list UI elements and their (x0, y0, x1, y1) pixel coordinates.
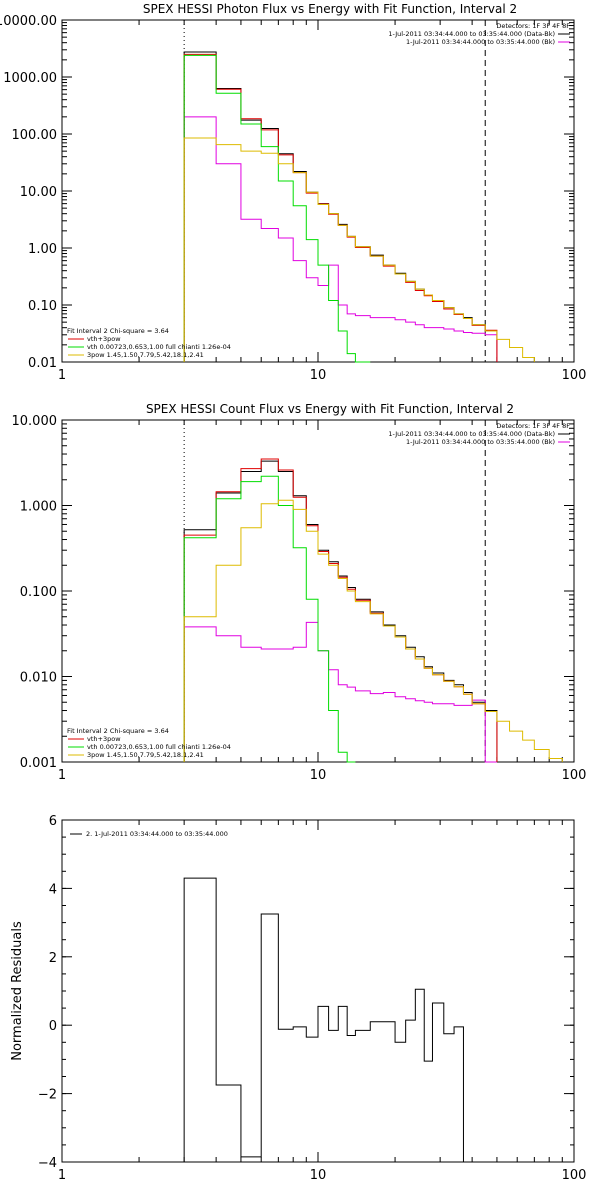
residuals-ylabel: Normalized Residuals (10, 921, 25, 1061)
x-tick-label: 100 (562, 1168, 587, 1183)
x-tick-label: 10 (310, 768, 327, 783)
y-tick-label: 4 (49, 882, 57, 897)
panel-count-flux: SPEX HESSI Count Flux vs Energy with Fit… (12, 402, 587, 783)
series-3pow-step (183, 137, 535, 362)
count-axes: 1 10 100 10.000 1.000 0.100 0.010 0.001 (12, 414, 587, 783)
series-bk-step (183, 621, 497, 763)
y-tick-label: 2 (49, 951, 57, 966)
count-fit-chisq: Fit Interval 2 Chi-square = 3.64 (67, 727, 169, 735)
y-tick-label: 0.10 (28, 299, 57, 314)
count-title: SPEX HESSI Count Flux vs Energy with Fit… (146, 402, 514, 416)
count-header-databk: 1-Jul-2011 03:34:44.000 to 03:35:44.000 … (388, 430, 555, 438)
y-tick-label: 10.000 (12, 414, 58, 429)
series-3pow-step (183, 499, 563, 762)
y-tick-label: 0.010 (20, 671, 57, 686)
series-2-step (183, 877, 464, 1162)
y-tick-label: 1.000 (20, 500, 57, 515)
photon-series (183, 20, 535, 363)
x-tick-label: 1 (58, 768, 66, 783)
y-tick-label: 0.01 (28, 356, 57, 371)
residuals-axes: 1 10 100 6 4 2 0 −2 −4 (38, 814, 587, 1183)
series-data-bk-step (183, 460, 498, 762)
photon-header-bk: 1-Jul-2011 03:34:44.000 to 03:35:44.000 … (406, 38, 555, 46)
photon-header-databk: 1-Jul-2011 03:34:44.000 to 03:35:44.000 … (388, 30, 555, 38)
panel-residuals: 1 10 100 6 4 2 0 −2 −4 Normalized Residuals 2. 1… (10, 814, 586, 1183)
y-tick-label: 0.001 (20, 756, 57, 771)
residuals-legend-text: 2. 1-Jul-2011 03:34:44.000 to 03:35:44.0… (86, 830, 228, 838)
x-tick-label: 100 (562, 768, 587, 783)
x-tick-label: 1 (58, 368, 66, 383)
residuals-plot-frame (61, 819, 575, 1163)
photon-axes: 1 10 100 10000.00 1000.00 100.00 10.00 1.00 0.10… (0, 14, 586, 383)
residuals-series (183, 877, 464, 1162)
x-tick-label: 10 (310, 1168, 327, 1183)
y-tick-label: 1.00 (28, 242, 57, 257)
series-vth-step (183, 54, 371, 363)
y-tick-label: 10.00 (20, 185, 57, 200)
x-tick-label: 10 (310, 368, 327, 383)
panel-photon-flux: SPEX HESSI Photon Flux vs Energy with Fi… (0, 2, 586, 383)
series-vth-3pow-step (183, 53, 498, 362)
count-fit-vth: vth 0.00723,0.653,1.00 full chianti 1.26… (87, 743, 231, 751)
series-vth-step (183, 475, 356, 763)
series-vth-3pow-step (183, 458, 498, 762)
photon-fit-3pow: 3pow 1.45,1.50,7.79,5.42,18.1,2.41 (87, 351, 204, 359)
count-fit-3pow: 3pow 1.45,1.50,7.79,5.42,18.1,2.41 (87, 751, 204, 759)
series-data-bk-step (183, 51, 498, 362)
photon-header-detectors: Detectors: 1F 3F 4F 8F (496, 22, 570, 30)
count-fit-vth3pow: vth+3pow (87, 735, 121, 743)
y-tick-label: −4 (38, 1156, 57, 1171)
y-tick-label: 100.00 (12, 128, 58, 143)
series-bk-step (183, 116, 498, 362)
count-header-bk: 1-Jul-2011 03:34:44.000 to 03:35:44.000 … (406, 438, 555, 446)
photon-fit-vth3pow: vth+3pow (87, 335, 121, 343)
y-tick-label: 0 (49, 1019, 57, 1034)
y-tick-label: 1000.00 (3, 71, 57, 86)
y-tick-label: 10000.00 (0, 14, 57, 29)
count-header-detectors: Detectors: 1F 3F 4F 8F (496, 422, 570, 430)
y-tick-label: 0.100 (20, 585, 57, 600)
x-tick-label: 1 (58, 1168, 66, 1183)
x-tick-label: 100 (562, 368, 587, 383)
photon-fit-chisq: Fit Interval 2 Chi-square = 3.64 (67, 327, 169, 335)
y-tick-label: −2 (38, 1088, 57, 1103)
y-tick-label: 6 (49, 814, 57, 829)
photon-title: SPEX HESSI Photon Flux vs Energy with Fi… (143, 2, 517, 16)
photon-fit-vth: vth 0.00723,0.653,1.00 full chianti 1.26… (87, 343, 231, 351)
count-series (183, 420, 563, 763)
photon-plot-frame (61, 19, 575, 363)
